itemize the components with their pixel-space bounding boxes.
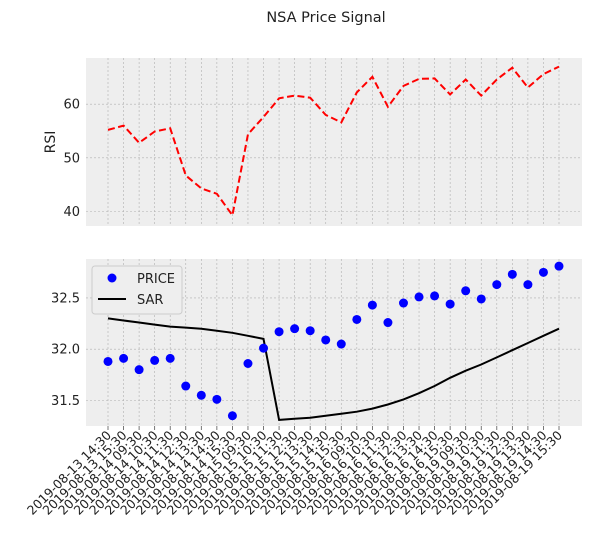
price-panel: 31.5 32.0 32.5 2019-08-13 14:302019-08-13 … bbox=[24, 259, 582, 518]
price-point bbox=[414, 292, 424, 302]
price-point bbox=[538, 267, 548, 277]
price-point bbox=[290, 324, 300, 334]
price-point bbox=[196, 390, 206, 400]
price-point bbox=[321, 335, 331, 345]
price-point bbox=[430, 291, 440, 301]
price-point bbox=[165, 353, 175, 363]
price-point bbox=[352, 314, 362, 324]
price-point bbox=[383, 318, 393, 328]
legend-price-marker bbox=[107, 273, 117, 283]
y-tick-label: 32.5 bbox=[51, 291, 80, 306]
price-point bbox=[492, 280, 502, 290]
price-point bbox=[181, 381, 191, 391]
price-point bbox=[461, 286, 471, 296]
price-point bbox=[259, 343, 269, 353]
price-point bbox=[507, 269, 517, 279]
rsi-plot-area bbox=[86, 58, 582, 226]
price-point bbox=[398, 298, 408, 308]
price-point bbox=[274, 327, 284, 337]
y-tick-label: 60 bbox=[63, 98, 80, 113]
price-point bbox=[243, 359, 253, 369]
price-point bbox=[305, 326, 315, 336]
price-y-ticks: 31.5 32.0 32.5 bbox=[51, 291, 80, 408]
legend: PRICE SAR bbox=[91, 265, 183, 315]
price-point bbox=[336, 339, 346, 349]
legend-price-label: PRICE bbox=[137, 272, 175, 287]
price-point bbox=[134, 365, 144, 375]
chart-title: NSA Price Signal bbox=[266, 10, 385, 26]
sar-series-line bbox=[107, 317, 560, 421]
price-point bbox=[476, 294, 486, 304]
price-point bbox=[367, 300, 377, 310]
rsi-y-ticks: 40 50 60 bbox=[63, 98, 80, 220]
y-tick-label: 50 bbox=[63, 151, 80, 166]
rsi-grid bbox=[86, 58, 582, 226]
price-point bbox=[212, 394, 222, 404]
price-point bbox=[445, 299, 455, 309]
rsi-y-axis-label: RSI bbox=[43, 131, 59, 154]
y-tick-label: 31.5 bbox=[51, 394, 80, 409]
y-tick-label: 40 bbox=[63, 205, 80, 220]
price-grid bbox=[86, 259, 582, 426]
rsi-panel: 40 50 60 RSI bbox=[43, 58, 582, 226]
price-point bbox=[227, 411, 237, 421]
y-tick-label: 32.0 bbox=[51, 343, 80, 358]
legend-sar-label: SAR bbox=[137, 293, 163, 308]
rsi-series-line bbox=[107, 65, 560, 218]
price-point bbox=[554, 261, 564, 271]
price-series-markers bbox=[103, 261, 564, 421]
price-point bbox=[103, 356, 113, 366]
price-point bbox=[119, 353, 129, 363]
price-point bbox=[523, 280, 533, 290]
price-point bbox=[150, 355, 160, 365]
